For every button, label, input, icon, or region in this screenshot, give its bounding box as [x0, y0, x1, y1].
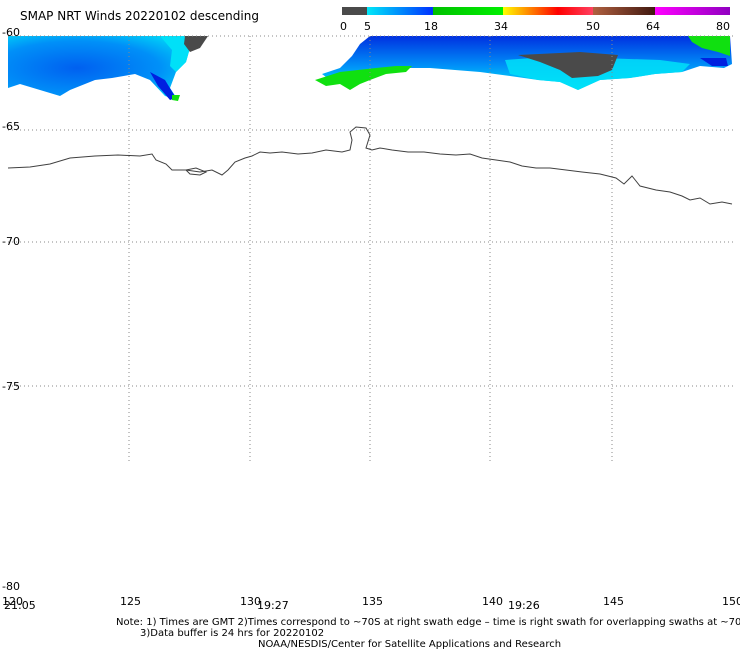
colorbar-tick: 50	[586, 20, 600, 33]
colorbar-tick: 18	[424, 20, 438, 33]
swath-left-darkblue	[150, 72, 176, 100]
colorbar-segment-brown	[593, 7, 655, 15]
lon-axis: 120 125 130 135 140 145 150	[2, 595, 740, 608]
colorbar: 0 5 18 34 50 64 80	[340, 7, 730, 33]
lon-label: 125	[120, 595, 141, 608]
swath-left	[8, 36, 205, 100]
lat-label: -65	[2, 120, 20, 133]
map-title: SMAP NRT Winds 20220102 descending	[20, 9, 259, 23]
wind-swaths	[8, 36, 732, 101]
lon-label: 135	[362, 595, 383, 608]
antarctic-coastline	[7, 126, 733, 205]
lat-label: -70	[2, 235, 20, 248]
coastline-inlet	[184, 167, 208, 176]
note-line-2: 3)Data buffer is 24 hrs for 20220102	[140, 628, 324, 639]
swath-time: 19:27	[257, 599, 289, 612]
colorbar-segment-blue	[367, 7, 433, 15]
swath-time: 21:05	[4, 599, 36, 612]
colorbar-tick: 80	[716, 20, 730, 33]
colorbar-segment-green	[433, 7, 503, 15]
colorbar-segment-yellow-red	[503, 7, 558, 15]
swath-right-green-corner	[688, 36, 730, 56]
colorbar-segment-calm	[342, 7, 367, 15]
lat-label: -80	[2, 580, 20, 593]
colorbar-tick: 34	[494, 20, 508, 33]
swath-left-calm	[184, 36, 208, 52]
note-line-3: NOAA/NESDIS/Center for Satellite Applica…	[258, 639, 561, 650]
lon-label: 145	[603, 595, 624, 608]
colorbar-segment-red	[558, 7, 593, 15]
lat-label: -60	[2, 26, 20, 39]
swath-right-calm	[518, 52, 618, 78]
lon-label: 150	[722, 595, 740, 608]
footnotes: Note: 1) Times are GMT 2)Times correspon…	[116, 617, 740, 650]
swath-left-green-dot	[172, 95, 180, 101]
colorbar-tick: 0	[340, 20, 347, 33]
colorbar-tick: 64	[646, 20, 660, 33]
lon-label: 140	[482, 595, 503, 608]
graticule	[8, 35, 735, 464]
lat-axis: -60 -65 -70 -75 -80	[2, 26, 20, 593]
colorbar-segment-magenta	[655, 7, 730, 15]
colorbar-tick: 5	[364, 20, 371, 33]
swath-times: 21:05 19:27 19:26	[4, 599, 540, 612]
note-line-1: Note: 1) Times are GMT 2)Times correspon…	[116, 617, 740, 628]
lon-label: 120	[2, 595, 23, 608]
swath-right-darkblue-edge	[700, 58, 728, 66]
swath-right-green	[315, 66, 412, 90]
lon-label: 130	[240, 595, 261, 608]
lat-label: -75	[2, 380, 20, 393]
swath-time: 19:26	[508, 599, 540, 612]
